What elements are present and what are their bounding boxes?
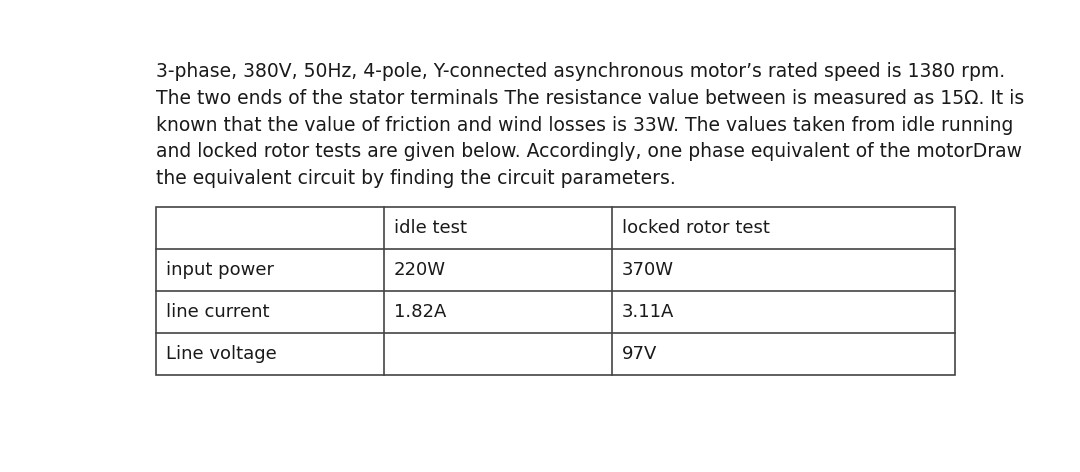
Bar bbox=[156, 208, 956, 375]
Text: Line voltage: Line voltage bbox=[166, 345, 276, 363]
Text: idle test: idle test bbox=[394, 219, 467, 237]
Text: 3-phase, 380V, 50Hz, 4-pole, Y-connected asynchronous motor’s rated speed is 138: 3-phase, 380V, 50Hz, 4-pole, Y-connected… bbox=[156, 62, 1024, 188]
Text: 3.11A: 3.11A bbox=[622, 303, 674, 321]
Text: locked rotor test: locked rotor test bbox=[622, 219, 769, 237]
Text: line current: line current bbox=[166, 303, 270, 321]
Text: 370W: 370W bbox=[622, 261, 674, 279]
Text: 1.82A: 1.82A bbox=[394, 303, 446, 321]
Text: 97V: 97V bbox=[622, 345, 657, 363]
Text: input power: input power bbox=[166, 261, 274, 279]
Text: 220W: 220W bbox=[394, 261, 446, 279]
